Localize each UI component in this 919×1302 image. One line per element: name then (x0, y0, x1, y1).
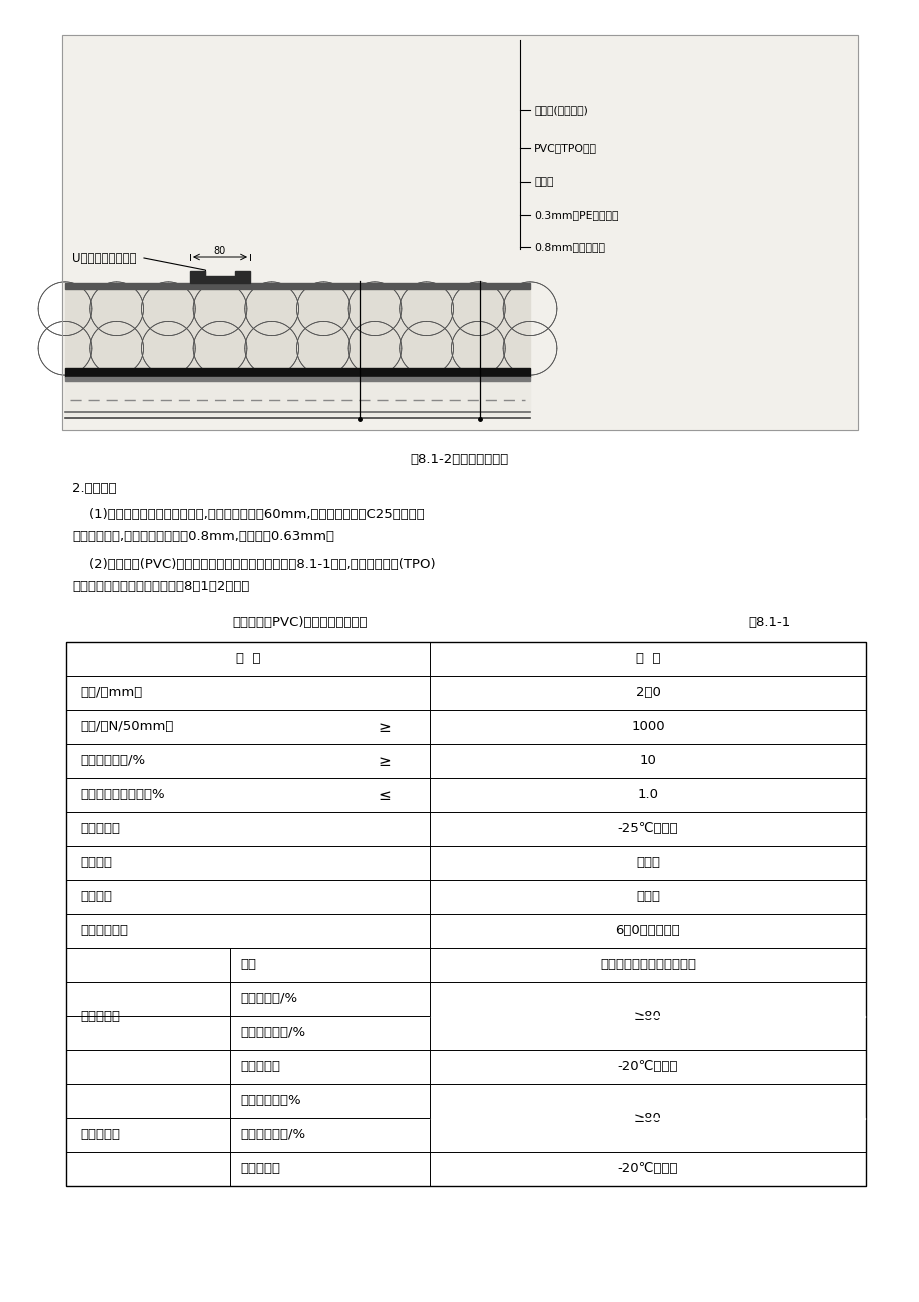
Text: 伸长率保持力/%: 伸长率保持力/% (240, 1129, 305, 1142)
Text: 热老化处理: 热老化处理 (80, 1009, 119, 1022)
Text: 80: 80 (213, 246, 226, 256)
Text: 隔离层(如果需要): 隔离层(如果需要) (533, 105, 587, 115)
Bar (66, 642, 865, 1186)
Text: 拉力保持率／%: 拉力保持率／% (240, 1095, 301, 1108)
Text: 1.0: 1.0 (637, 789, 658, 802)
Bar (65, 381, 529, 415)
Text: 接缝抗剪强度: 接缝抗剪强度 (80, 924, 128, 937)
Text: 防水卷材物理性能指标应满足表8．1－2要求。: 防水卷材物理性能指标应满足表8．1－2要求。 (72, 579, 249, 592)
Bar (62, 35, 857, 430)
Text: 0.8mm厚压型钢板: 0.8mm厚压型钢板 (533, 242, 605, 253)
Text: 外观: 外观 (240, 958, 255, 971)
Bar (65, 283, 529, 289)
Text: 厚度/（mm）: 厚度/（mm） (80, 686, 142, 699)
Text: 热处理尺寸变化率／%: 热处理尺寸变化率／% (80, 789, 165, 802)
Text: 低温弯折性: 低温弯折性 (240, 1061, 279, 1074)
Text: 不透水: 不透水 (635, 891, 659, 904)
Text: 耐化学侵蚀: 耐化学侵蚀 (80, 1129, 119, 1142)
Text: 指  标: 指 标 (635, 652, 660, 665)
Text: 聚氯乙烯（PVC)防水卷材物理性能: 聚氯乙烯（PVC)防水卷材物理性能 (232, 616, 368, 629)
Bar (65, 368, 529, 378)
Text: 伸长率保持力/%: 伸长率保持力/% (240, 1026, 305, 1039)
Text: 0.3mm厚PE膜隔汽层: 0.3mm厚PE膜隔汽层 (533, 210, 618, 220)
Text: 抗穿孔性: 抗穿孔性 (80, 857, 112, 870)
Text: 项  目: 项 目 (235, 652, 260, 665)
Bar (62, 35, 857, 430)
Text: 10: 10 (639, 754, 656, 767)
Text: 拉力/（N/50mm）: 拉力/（N/50mm） (80, 720, 173, 733)
Text: (2)聚氯乙烯(PVC)防水卷材的物理化学性能应满足表8.1-1要求,热塑性聚烯烃(TPO): (2)聚氯乙烯(PVC)防水卷材的物理化学性能应满足表8.1-1要求,热塑性聚烯… (72, 559, 436, 572)
Text: ≤: ≤ (379, 788, 391, 802)
Text: 低温弯折性: 低温弯折性 (80, 823, 119, 836)
Text: -20℃无裂纹: -20℃无裂纹 (617, 1061, 677, 1074)
Text: 图8.1-2线性固定示意图: 图8.1-2线性固定示意图 (411, 453, 508, 466)
Text: 低温弯折性: 低温弯折性 (240, 1163, 279, 1176)
Text: -25℃无裂纹: -25℃无裂纹 (617, 823, 677, 836)
Text: 表8.1-1: 表8.1-1 (748, 616, 790, 629)
Bar (65, 378, 529, 381)
Text: 2.技术指标: 2.技术指标 (72, 482, 117, 495)
Text: PVC、TPO卷材: PVC、TPO卷材 (533, 143, 596, 154)
Text: 拉力保持率/%: 拉力保持率/% (240, 992, 297, 1005)
Polygon shape (190, 271, 250, 283)
Text: 保温层: 保温层 (533, 177, 553, 187)
Text: 1000: 1000 (630, 720, 664, 733)
Text: ≥80: ≥80 (633, 1112, 661, 1125)
Text: 基层为钢板时,其厚度一般要求为0.8mm,不得小于0.63mm。: 基层为钢板时,其厚度一般要求为0.8mm,不得小于0.63mm。 (72, 530, 334, 543)
Text: 2．0: 2．0 (635, 686, 660, 699)
Text: 6．0或卷材破坏: 6．0或卷材破坏 (615, 924, 680, 937)
Text: 不透水: 不透水 (635, 857, 659, 870)
Text: ≥: ≥ (379, 754, 391, 768)
Text: (1)当固定基层为混凝土结构时,其厚度应不小于60mm,强度等级不低于C25；当固定: (1)当固定基层为混凝土结构时,其厚度应不小于60mm,强度等级不低于C25；当… (72, 508, 425, 521)
Text: 最大力伸长率/%: 最大力伸长率/% (80, 754, 145, 767)
Text: U型压条及固定螺钉: U型压条及固定螺钉 (72, 251, 136, 264)
Text: 不透水性: 不透水性 (80, 891, 112, 904)
Text: ≥: ≥ (379, 720, 391, 734)
Bar (65, 289, 529, 368)
Text: 无起泡、裂纹、粘结和孔洞: 无起泡、裂纹、粘结和孔洞 (599, 958, 696, 971)
Text: -20℃无裂纹: -20℃无裂纹 (617, 1163, 677, 1176)
Text: ≥80: ≥80 (633, 1009, 661, 1022)
